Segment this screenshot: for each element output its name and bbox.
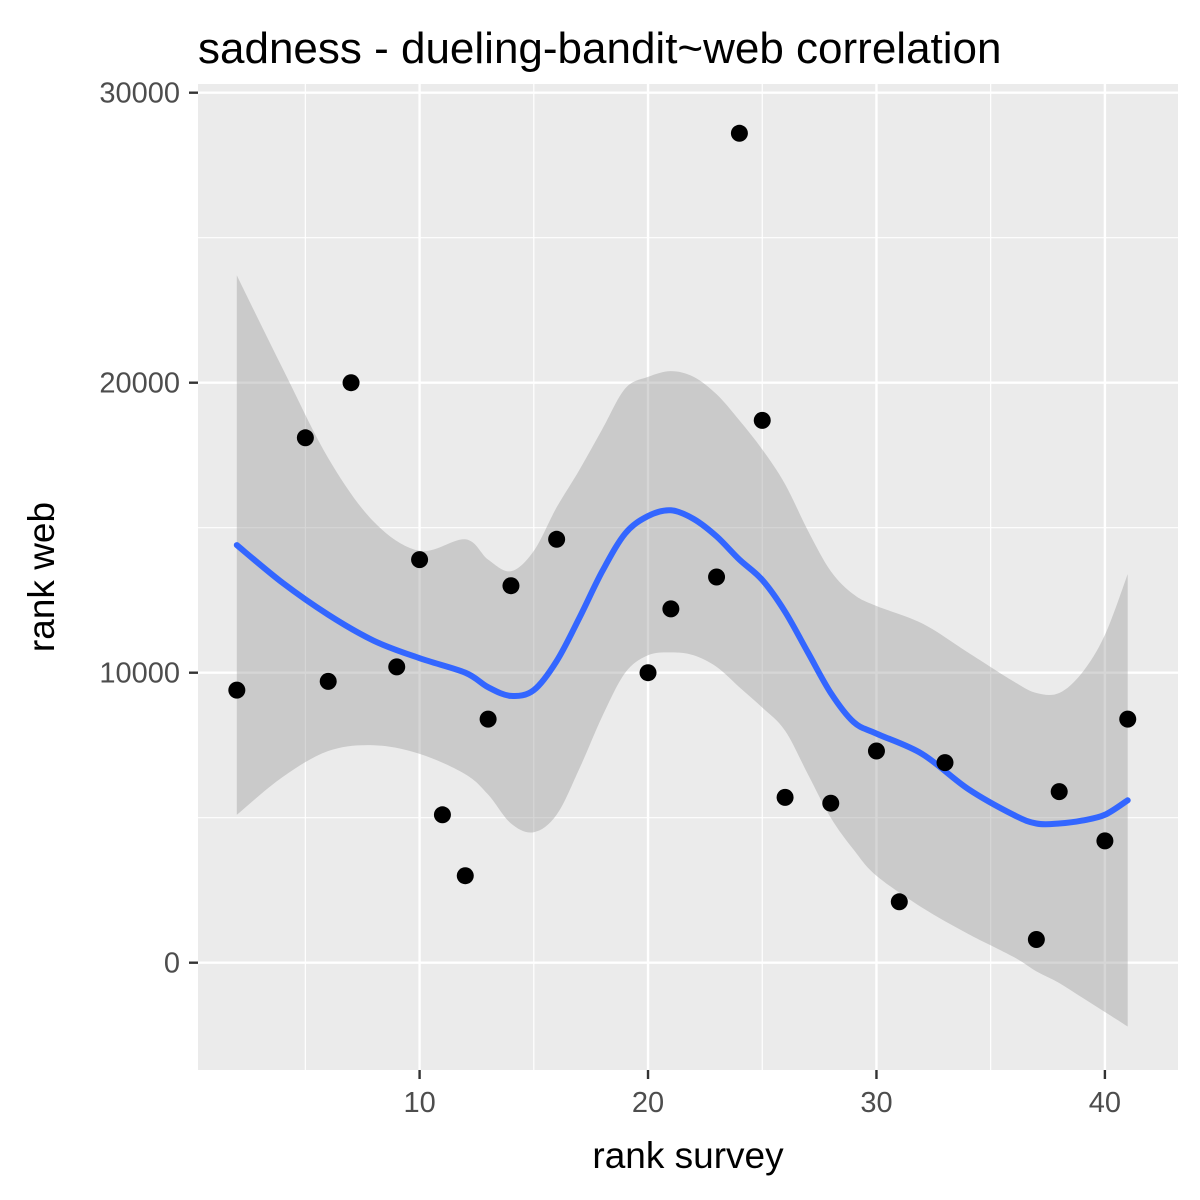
data-point [319, 672, 337, 690]
plot-panel [198, 84, 1178, 1070]
data-points [228, 124, 1137, 948]
data-point [548, 530, 566, 548]
major-gridlines [198, 84, 1178, 1070]
data-point [936, 754, 954, 772]
data-point [228, 681, 246, 699]
data-point [1096, 832, 1114, 850]
data-point [479, 710, 497, 728]
smooth-line [233, 507, 1131, 828]
data-point [639, 664, 657, 682]
data-point [411, 551, 429, 569]
chart-title: sadness - dueling-bandit~web correlation [198, 24, 1002, 73]
x-tick-label: 10 [403, 1087, 435, 1119]
y-tick-label: 10000 [99, 658, 180, 690]
x-axis-ticks: 10 20 30 40 [403, 1070, 1121, 1119]
data-point [433, 806, 451, 824]
confidence-band [236, 275, 1128, 1027]
data-point [730, 124, 748, 142]
x-tick-label: 20 [632, 1087, 664, 1119]
data-point [822, 794, 840, 812]
y-tick-label: 20000 [99, 368, 180, 400]
data-point [1050, 783, 1068, 801]
data-point [296, 429, 314, 447]
data-point [662, 600, 680, 618]
data-point [456, 867, 474, 885]
data-point [708, 568, 726, 586]
data-point [388, 658, 406, 676]
data-point [502, 577, 520, 595]
data-point [1119, 710, 1137, 728]
data-point [890, 893, 908, 911]
y-axis-ticks: 0 10000 20000 30000 [99, 78, 198, 980]
data-point [776, 788, 794, 806]
x-axis-title: rank survey [592, 1135, 784, 1176]
y-axis-title: rank web [21, 502, 62, 652]
data-point [1027, 931, 1045, 948]
x-tick-label: 40 [1089, 1087, 1121, 1119]
data-point [753, 411, 771, 429]
data-point [867, 742, 885, 760]
y-tick-label: 0 [164, 948, 180, 980]
x-tick-label: 30 [860, 1087, 892, 1119]
data-point [342, 374, 360, 392]
y-tick-label: 30000 [99, 78, 180, 110]
